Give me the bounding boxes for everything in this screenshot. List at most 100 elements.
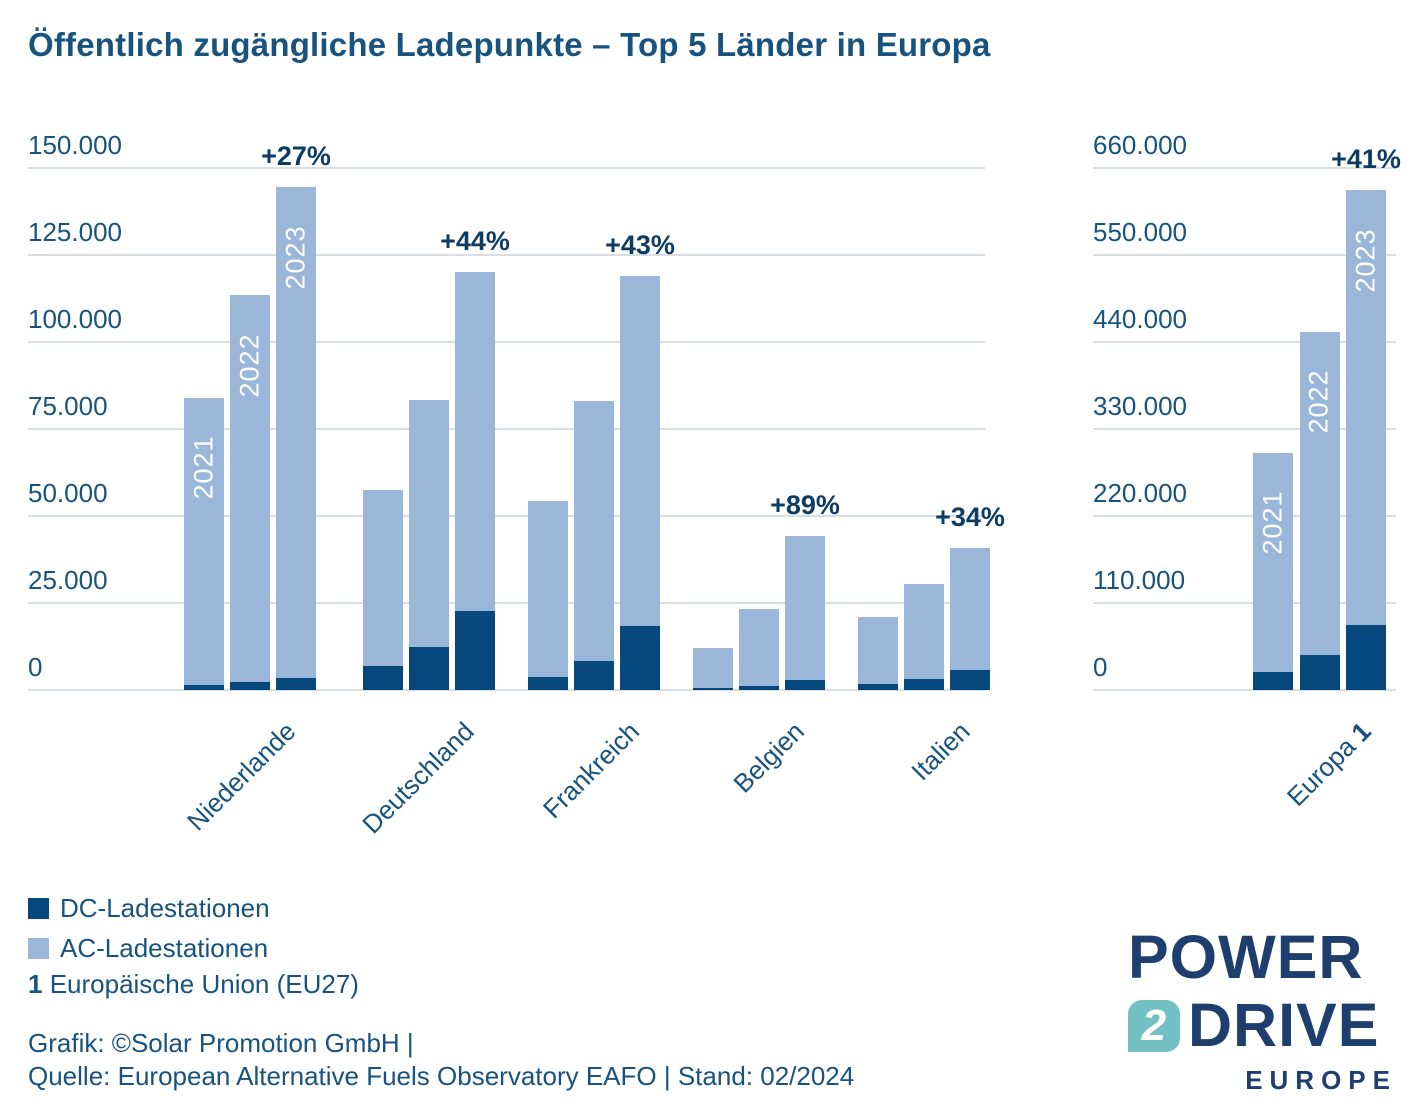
bar-dc-top5-Frankreich-2022: [574, 661, 614, 690]
bar-year-label-top5-2023: 2023: [276, 191, 316, 323]
bar-ac-top5-Frankreich-2021: [528, 501, 568, 678]
gridline-top5-25.000: [28, 602, 985, 604]
gridline-europa-440.000: [1093, 341, 1396, 343]
gridline-europa-220.000: [1093, 515, 1396, 517]
y-tick-europa-330.000: 330.000: [1093, 391, 1187, 421]
gridline-top5-0: [28, 689, 985, 691]
legend-swatch-ac-icon: [28, 938, 49, 959]
bar-ac-top5-Deutschland-2022: [409, 400, 449, 647]
bar-year-label-europa-2021: 2021: [1253, 457, 1293, 589]
growth-label-europa-Europa: +41%: [1331, 144, 1401, 175]
bar-dc-top5-Italien-2023: [950, 670, 990, 690]
bar-dc-top5-Niederlande-2023: [276, 678, 316, 690]
bar-ac-europa-Europa-2021: [1253, 452, 1293, 672]
credits: Grafik: ©Solar Promotion GmbH | Quelle: …: [28, 1027, 854, 1093]
gridline-europa-110.000: [1093, 602, 1396, 604]
footnote: 1 Europäische Union (EU27): [28, 969, 359, 1000]
credits-line-graphic: Grafik: ©Solar Promotion GmbH |: [28, 1028, 414, 1058]
bar-dc-top5-Frankreich-2021: [528, 677, 568, 690]
logo-row: 2 DRIVE: [1128, 995, 1390, 1056]
growth-label-top5-Deutschland: +44%: [440, 226, 510, 257]
logo-2-badge-icon: 2: [1128, 999, 1180, 1052]
bar-dc-top5-Belgien-2022: [739, 686, 779, 690]
bar-ac-top5-Niederlande-2023: [276, 187, 316, 679]
bar-ac-top5-Italien-2021: [858, 616, 898, 685]
bar-dc-top5-Deutschland-2021: [363, 665, 403, 690]
bar-dc-europa-Europa-2021: [1253, 671, 1293, 690]
year-text-europa-2021: 2021: [1257, 490, 1288, 555]
footnote-marker: 1: [28, 969, 43, 999]
x-axis-label-top5-Italien: Italien: [904, 716, 976, 787]
legend-item-dc: DC-Ladestationen: [28, 893, 270, 924]
y-tick-top5-150.000: 150.000: [28, 130, 122, 160]
bar-ac-top5-Deutschland-2023: [455, 272, 495, 611]
bar-ac-top5-Frankreich-2023: [620, 275, 660, 626]
bar-ac-top5-Deutschland-2021: [363, 489, 403, 666]
bar-dc-europa-Europa-2023: [1346, 625, 1386, 690]
bar-ac-top5-Belgien-2023: [785, 535, 825, 680]
x-axis-label-europa-Europa: Europa 1: [1280, 716, 1377, 812]
gridline-top5-75.000: [28, 428, 985, 430]
year-text-top5-2023: 2023: [280, 225, 311, 290]
bar-year-label-top5-2021: 2021: [184, 402, 224, 534]
x-axis-label-top5-Frankreich: Frankreich: [537, 716, 646, 825]
bar-dc-top5-Deutschland-2022: [409, 646, 449, 690]
bar-year-label-europa-2023: 2023: [1346, 194, 1386, 326]
bar-dc-top5-Italien-2021: [858, 684, 898, 690]
gridline-top5-125.000: [28, 254, 985, 256]
bar-dc-top5-Belgien-2023: [785, 679, 825, 690]
bar-ac-top5-Niederlande-2022: [230, 295, 270, 682]
y-tick-top5-50.000: 50.000: [28, 478, 108, 508]
gridline-europa-0: [1093, 689, 1396, 691]
bar-ac-europa-Europa-2023: [1346, 190, 1386, 626]
gridline-top5-150.000: [28, 167, 985, 169]
bar-dc-top5-Deutschland-2023: [455, 611, 495, 690]
legend-label-dc: DC-Ladestationen: [60, 893, 270, 923]
y-tick-top5-75.000: 75.000: [28, 391, 108, 421]
year-text-europa-2023: 2023: [1350, 228, 1381, 293]
bar-year-label-europa-2022: 2022: [1300, 336, 1340, 468]
gridline-europa-660.000: [1093, 167, 1396, 169]
y-tick-europa-550.000: 550.000: [1093, 217, 1187, 247]
bar-year-label-top5-2022: 2022: [230, 299, 270, 431]
legend: DC-Ladestationen AC-Ladestationen: [28, 893, 270, 973]
y-tick-europa-220.000: 220.000: [1093, 478, 1187, 508]
bar-ac-europa-Europa-2022: [1299, 331, 1340, 656]
legend-item-ac: AC-Ladestationen: [28, 933, 270, 964]
y-tick-top5-25.000: 25.000: [28, 565, 108, 595]
legend-swatch-dc-icon: [28, 898, 49, 919]
bar-dc-top5-Frankreich-2023: [620, 625, 660, 690]
gridline-top5-50.000: [28, 515, 985, 517]
bar-dc-top5-Niederlande-2021: [184, 684, 224, 690]
gridline-europa-550.000: [1093, 254, 1396, 256]
credits-line-source: Quelle: European Alternative Fuels Obser…: [28, 1061, 855, 1091]
growth-label-top5-Frankreich: +43%: [605, 229, 675, 260]
year-text-europa-2022: 2022: [1304, 369, 1335, 434]
bar-dc-europa-Europa-2022: [1299, 655, 1340, 690]
footnote-text: Europäische Union (EU27): [42, 969, 359, 999]
bar-dc-top5-Belgien-2021: [693, 687, 733, 690]
legend-label-ac: AC-Ladestationen: [60, 933, 269, 963]
growth-label-top5-Niederlande: +27%: [261, 141, 331, 172]
bar-ac-top5-Frankreich-2022: [574, 401, 614, 662]
bar-ac-top5-Italien-2023: [950, 548, 990, 671]
y-tick-top5-100.000: 100.000: [28, 304, 122, 334]
y-tick-europa-660.000: 660.000: [1093, 130, 1187, 160]
y-tick-europa-110.000: 110.000: [1093, 565, 1186, 595]
y-tick-top5-125.000: 125.000: [28, 217, 122, 247]
year-text-top5-2022: 2022: [234, 332, 265, 398]
growth-label-top5-Belgien: +89%: [770, 489, 840, 520]
bar-dc-top5-Niederlande-2022: [230, 681, 270, 690]
logo-word-drive: DRIVE: [1188, 991, 1380, 1059]
power2drive-logo: POWER 2 DRIVE EUROPE: [1128, 927, 1390, 1096]
x-axis-label-top5-Belgien: Belgien: [727, 716, 811, 799]
bar-dc-top5-Italien-2022: [904, 678, 944, 690]
x-axis-label-top5-Niederlande: Niederlande: [180, 716, 302, 837]
x-axis-label-footnote-marker: 1: [1340, 716, 1377, 753]
x-axis-label-top5-Deutschland: Deutschland: [356, 716, 481, 840]
logo-word-power: POWER: [1128, 923, 1364, 991]
year-text-top5-2021: 2021: [188, 435, 219, 500]
gridline-top5-100.000: [28, 341, 985, 343]
growth-label-top5-Italien: +34%: [935, 502, 1005, 533]
y-tick-europa-440.000: 440.000: [1093, 304, 1187, 334]
